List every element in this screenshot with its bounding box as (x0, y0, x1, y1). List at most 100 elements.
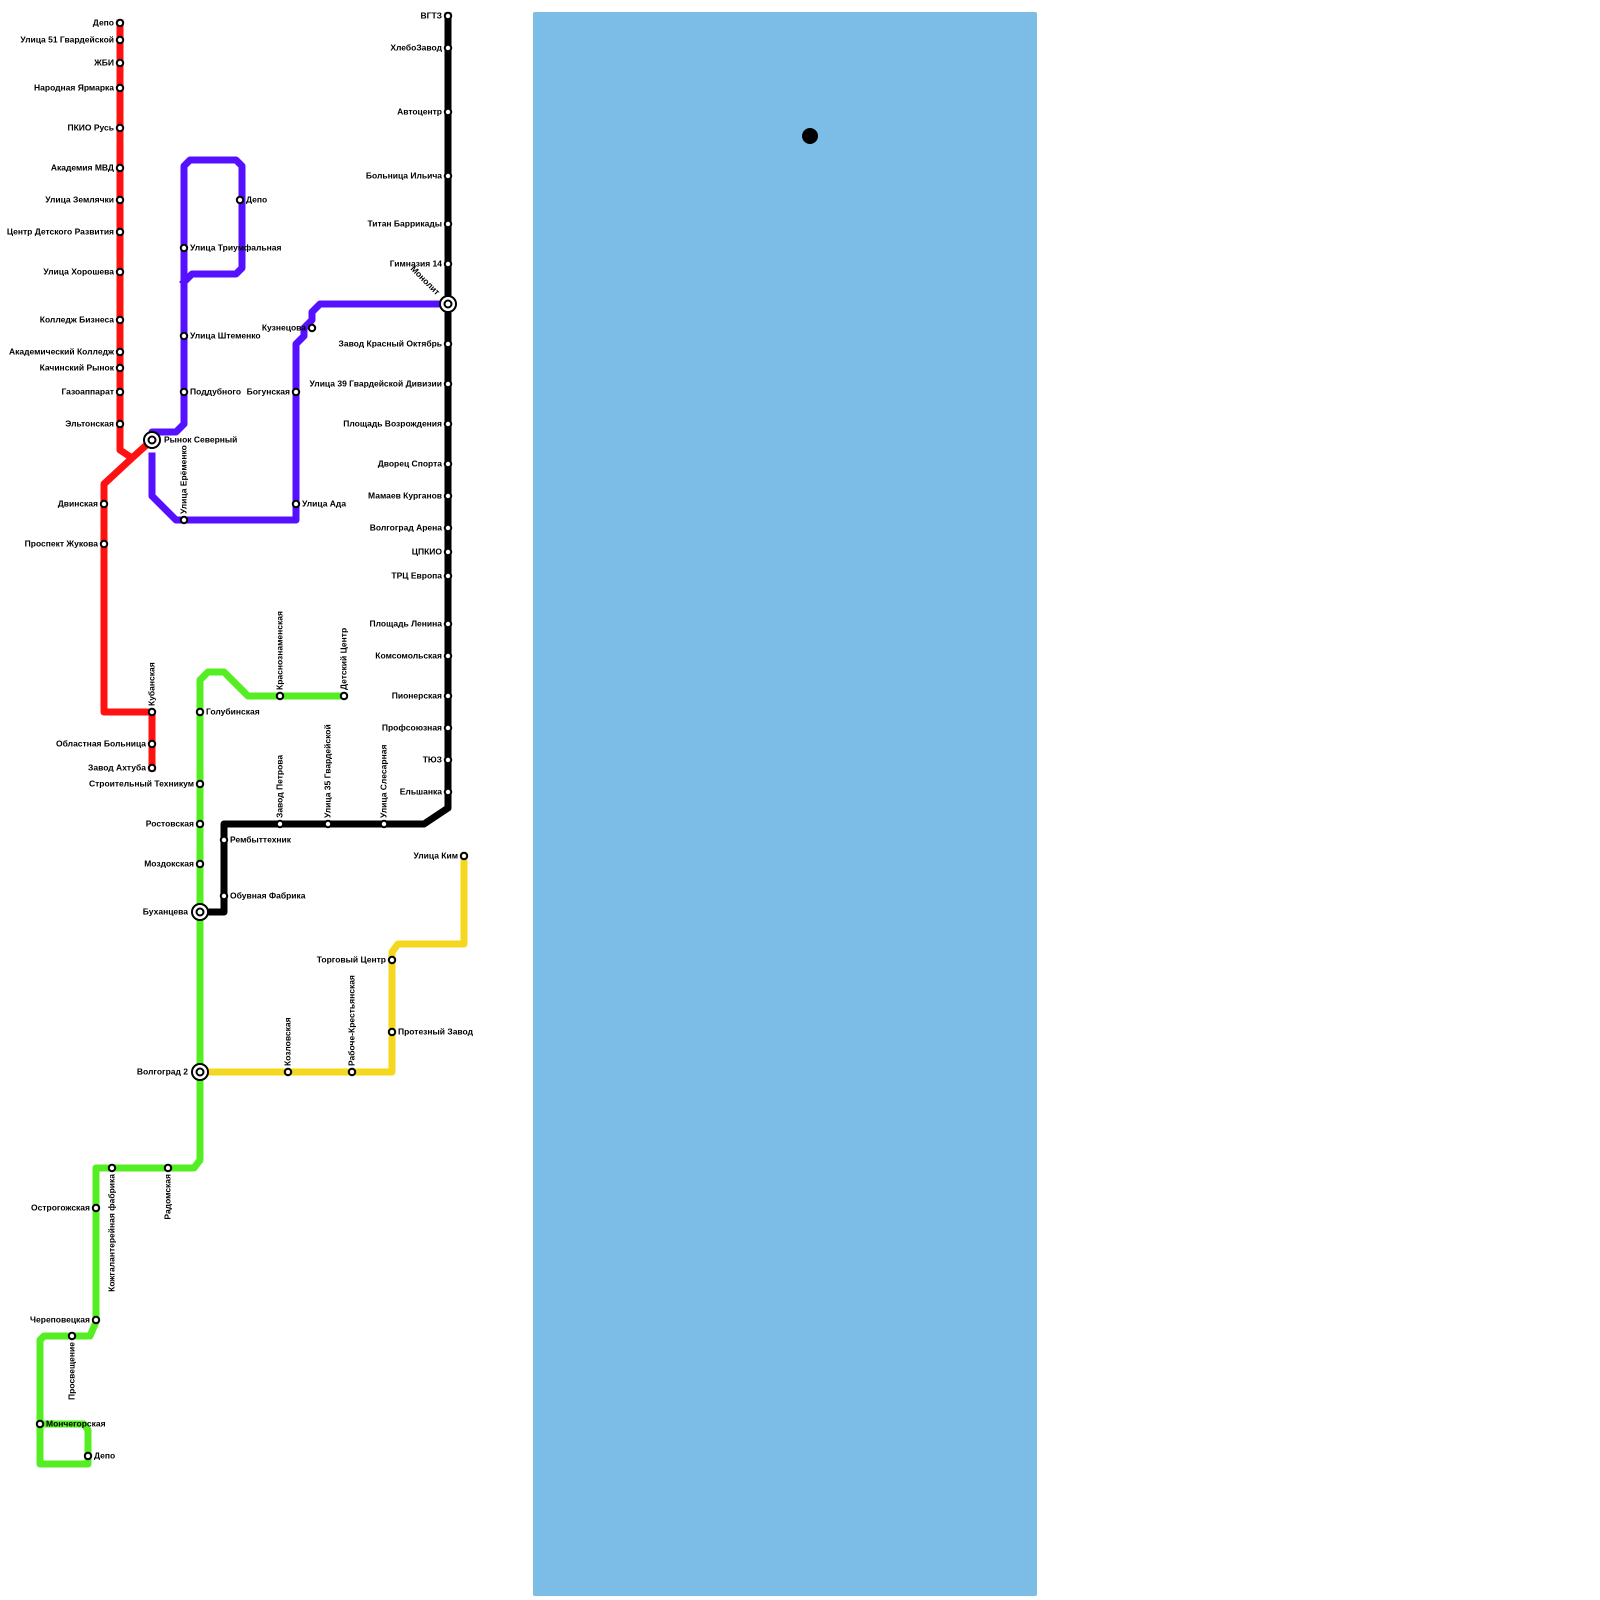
station-dot (91, 1315, 101, 1325)
station-label: Завод Петрова (274, 755, 284, 818)
station-label: Больница Ильича (366, 170, 442, 180)
interchange-inner (147, 435, 157, 445)
station-dot (443, 547, 453, 557)
station-label: Профсоюзная (382, 722, 442, 732)
station-dot (235, 195, 245, 205)
station-dot (443, 787, 453, 797)
station-label: Качинский Рынок (40, 362, 115, 372)
station-dot (195, 819, 205, 829)
station-dot (443, 419, 453, 429)
station-dot (443, 523, 453, 533)
station-dot (443, 491, 453, 501)
station-label: Кузнецова (262, 322, 306, 332)
station-dot (443, 379, 453, 389)
station-label: Детский Центр (338, 628, 348, 690)
station-label: Мамаев Курганов (368, 490, 442, 500)
route-line (148, 300, 452, 524)
station-dot (283, 1067, 293, 1077)
station-dot (443, 259, 453, 269)
station-dot (443, 723, 453, 733)
station-label: Обувная Фабрика (230, 890, 306, 900)
station-label: Козловская (282, 1017, 292, 1066)
station-dot (83, 1451, 93, 1461)
station-label: Улица 51 Гвардейской (20, 34, 114, 44)
station-dot (163, 1163, 173, 1173)
station-dot (379, 819, 389, 829)
station-dot (275, 819, 285, 829)
station-label: Площадь Ленина (370, 618, 443, 628)
map-panel (533, 12, 1037, 1596)
station-dot (195, 859, 205, 869)
station-dot (307, 323, 317, 333)
station-dot (147, 763, 157, 773)
station-dot (179, 243, 189, 253)
station-dot (443, 571, 453, 581)
station-label: Завод Ахтуба (88, 762, 146, 772)
map-dot (802, 128, 818, 144)
station-label: Протезный Завод (398, 1026, 474, 1036)
stations: Депо Улица 51 Гвардейской ЖБИ Народная Ярма… (7, 10, 474, 1460)
station-label: Рембыттехник (230, 834, 292, 844)
station-label: Академический Колледж (9, 346, 115, 356)
station-label: Ельшанка (400, 786, 442, 796)
station-label: Волгоград 2 (137, 1066, 188, 1076)
interchange-inner (443, 299, 453, 309)
interchange-inner (195, 1067, 205, 1077)
station-label: Гимназия 14 (390, 258, 443, 268)
station-label: Титан Баррикады (367, 218, 442, 228)
station-label: Волгоград Арена (370, 522, 443, 532)
station-label: Улица Штеменко (190, 330, 261, 340)
station-label: ЖБИ (93, 57, 114, 67)
station-dot (179, 331, 189, 341)
station-dot (179, 515, 189, 525)
station-label: Мончегорская (46, 1418, 106, 1428)
station-label: Колледж Бизнеса (40, 314, 115, 324)
station-label: Череповецкая (30, 1314, 90, 1324)
station-label: ПКИО Русь (67, 122, 114, 132)
station-dot (107, 1163, 117, 1173)
station-label: ТЮЗ (423, 754, 442, 764)
station-dot (443, 107, 453, 117)
station-dot (387, 955, 397, 965)
station-label: Проспект Жукова (25, 538, 99, 548)
station-label: Завод Красный Октябрь (339, 338, 442, 348)
station-label: Депо (93, 17, 114, 27)
station-label: ХлебоЗавод (390, 42, 442, 52)
station-dot (35, 1419, 45, 1429)
station-dot (99, 499, 109, 509)
station-dot (115, 315, 125, 325)
station-dot (91, 1203, 101, 1213)
station-label: Дворец Спорта (378, 458, 443, 468)
station-dot (179, 387, 189, 397)
station-dot (115, 83, 125, 93)
station-label: Рынок Северный (164, 434, 237, 444)
station-dot (291, 387, 301, 397)
station-label: Ростовская (146, 818, 194, 828)
station-label: Кубанская (146, 662, 156, 706)
station-dot (443, 691, 453, 701)
station-label: Кожгалантерейная фабрика (106, 1174, 116, 1292)
station-label: Площадь Возрождения (343, 418, 442, 428)
station-label: Строительный Техникум (89, 778, 194, 788)
station-label: Академия МВД (51, 162, 114, 172)
station-label: Улица Ада (302, 498, 346, 508)
station-label: Депо (246, 194, 267, 204)
station-dot (443, 219, 453, 229)
station-label: Радомская (162, 1174, 172, 1220)
station-label: Краснознаменская (274, 611, 284, 690)
station-dot (443, 459, 453, 469)
station-label: Голубинская (206, 706, 260, 716)
station-label: Депо (94, 1450, 115, 1460)
station-label: Богунская (247, 386, 290, 396)
station-label: Комсомольская (375, 650, 442, 660)
station-label: Улица 39 Гвардейской Дивизии (310, 378, 442, 388)
station-dot (115, 267, 125, 277)
station-dot (443, 339, 453, 349)
route-line (148, 156, 246, 444)
station-dot (443, 171, 453, 181)
station-label: Улица Ерёменко (178, 445, 188, 514)
station-label: Народная Ярмарка (34, 82, 114, 92)
station-dot (195, 707, 205, 717)
station-dot (147, 739, 157, 749)
